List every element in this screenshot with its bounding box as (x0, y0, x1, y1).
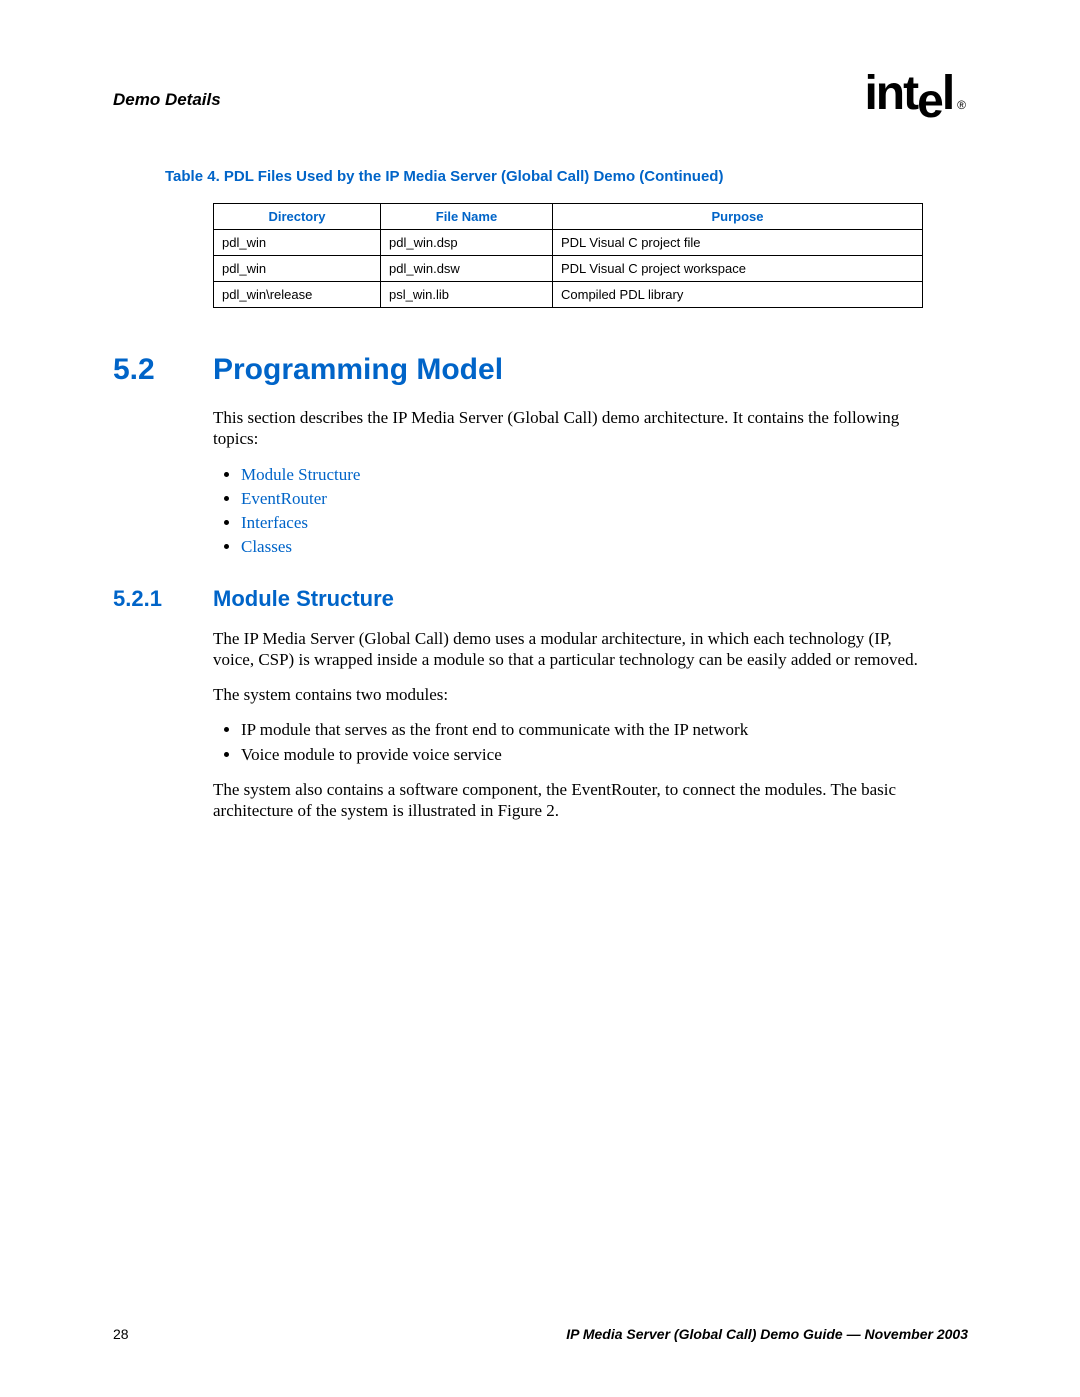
page-footer: 28 IP Media Server (Global Call) Demo Gu… (113, 1326, 968, 1342)
list-item: Voice module to provide voice service (241, 744, 923, 765)
paragraph: The system contains two modules: (213, 684, 923, 705)
footer-doc-title: IP Media Server (Global Call) Demo Guide… (566, 1326, 968, 1342)
link-eventrouter[interactable]: EventRouter (241, 489, 327, 508)
subsection-title: Module Structure (213, 586, 394, 612)
subsection-number: 5.2.1 (113, 586, 213, 612)
cell-purpose: PDL Visual C project workspace (553, 256, 923, 282)
section-5-2-heading: 5.2 Programming Model (113, 353, 968, 387)
cell-directory: pdl_win\release (214, 282, 381, 308)
pdl-files-table: Directory File Name Purpose pdl_win pdl_… (213, 203, 923, 308)
section-number: 5.2 (113, 353, 213, 387)
list-item: IP module that serves as the front end t… (241, 719, 923, 740)
paragraph: The IP Media Server (Global Call) demo u… (213, 628, 923, 671)
link-interfaces[interactable]: Interfaces (241, 513, 308, 532)
list-item: Interfaces (241, 512, 923, 533)
table-row: pdl_win pdl_win.dsw PDL Visual C project… (214, 256, 923, 282)
section-title: Programming Model (213, 353, 503, 387)
logo-text: intel (864, 67, 953, 128)
col-purpose: Purpose (553, 204, 923, 230)
section-5-2-1-body: The IP Media Server (Global Call) demo u… (213, 628, 923, 822)
col-directory: Directory (214, 204, 381, 230)
list-item: Classes (241, 536, 923, 557)
link-module-structure[interactable]: Module Structure (241, 465, 360, 484)
modules-list: IP module that serves as the front end t… (213, 719, 923, 765)
paragraph: The system also contains a software comp… (213, 779, 923, 822)
logo-registered: ® (953, 98, 964, 112)
link-classes[interactable]: Classes (241, 537, 292, 556)
table-row: pdl_win pdl_win.dsp PDL Visual C project… (214, 230, 923, 256)
cell-purpose: Compiled PDL library (553, 282, 923, 308)
page-number: 28 (113, 1326, 129, 1342)
col-filename: File Name (381, 204, 553, 230)
table-caption: Table 4. PDL Files Used by the IP Media … (165, 168, 968, 185)
cell-directory: pdl_win (214, 256, 381, 282)
header-section-title: Demo Details (113, 90, 221, 118)
topic-links-list: Module Structure EventRouter Interfaces … (213, 464, 923, 558)
intel-logo: intel® (864, 70, 968, 118)
list-item: Module Structure (241, 464, 923, 485)
section-5-2-1-heading: 5.2.1 Module Structure (113, 586, 968, 612)
page-content: Demo Details intel® Table 4. PDL Files U… (113, 70, 968, 835)
intro-paragraph: This section describes the IP Media Serv… (213, 407, 923, 450)
table-row: pdl_win\release psl_win.lib Compiled PDL… (214, 282, 923, 308)
cell-purpose: PDL Visual C project file (553, 230, 923, 256)
cell-filename: pdl_win.dsw (381, 256, 553, 282)
cell-directory: pdl_win (214, 230, 381, 256)
list-item: EventRouter (241, 488, 923, 509)
table-header-row: Directory File Name Purpose (214, 204, 923, 230)
section-5-2-body: This section describes the IP Media Serv… (213, 407, 923, 558)
page-header: Demo Details intel® (113, 70, 968, 118)
cell-filename: pdl_win.dsp (381, 230, 553, 256)
cell-filename: psl_win.lib (381, 282, 553, 308)
